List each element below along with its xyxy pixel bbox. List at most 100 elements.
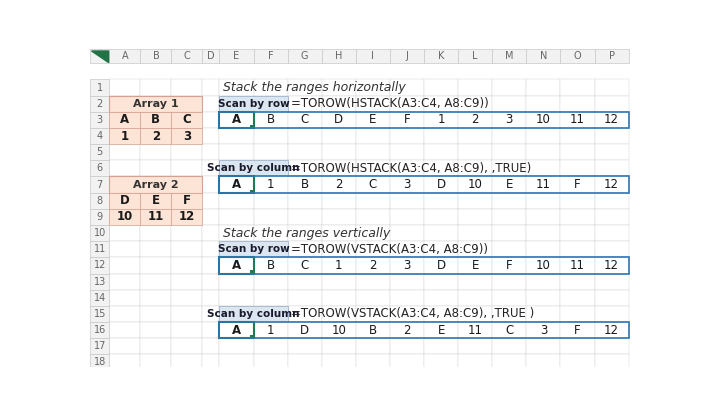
- Bar: [526, 160, 560, 176]
- Bar: [109, 209, 140, 225]
- Bar: [356, 209, 390, 225]
- Bar: [390, 193, 424, 209]
- Bar: [356, 225, 390, 241]
- Bar: [322, 225, 356, 241]
- Bar: [560, 258, 595, 274]
- Bar: [424, 160, 458, 176]
- Bar: [492, 176, 526, 193]
- Text: 2: 2: [403, 323, 410, 337]
- Bar: [356, 96, 390, 112]
- Bar: [322, 144, 356, 160]
- Bar: [322, 322, 356, 338]
- Bar: [560, 274, 595, 290]
- Bar: [390, 80, 424, 96]
- Text: 1: 1: [267, 323, 274, 337]
- Text: E: E: [505, 178, 513, 191]
- Bar: [220, 128, 253, 144]
- Bar: [253, 209, 287, 225]
- Bar: [90, 193, 109, 209]
- Bar: [90, 96, 109, 112]
- Text: 3: 3: [540, 323, 547, 337]
- Bar: [171, 225, 202, 241]
- Text: 10: 10: [536, 259, 551, 272]
- Bar: [560, 112, 595, 128]
- Text: 11: 11: [94, 244, 106, 254]
- Bar: [253, 144, 287, 160]
- Bar: [424, 322, 458, 338]
- Text: E: E: [472, 259, 479, 272]
- Bar: [560, 144, 595, 160]
- Bar: [109, 176, 202, 193]
- Bar: [140, 290, 171, 306]
- Bar: [356, 176, 390, 193]
- Bar: [322, 354, 356, 370]
- Text: 18: 18: [94, 358, 106, 368]
- Text: 3: 3: [183, 129, 191, 143]
- Bar: [492, 209, 526, 225]
- Bar: [458, 128, 492, 144]
- Text: H: H: [335, 52, 343, 61]
- Bar: [458, 80, 492, 96]
- Bar: [220, 274, 253, 290]
- Bar: [220, 306, 287, 322]
- Bar: [220, 160, 287, 176]
- Text: 12: 12: [604, 178, 619, 191]
- Bar: [287, 225, 322, 241]
- Bar: [526, 274, 560, 290]
- Bar: [220, 338, 253, 354]
- Bar: [220, 258, 629, 274]
- Text: O: O: [574, 52, 581, 61]
- Text: E: E: [437, 323, 445, 337]
- Text: C: C: [505, 323, 513, 337]
- Bar: [140, 193, 171, 209]
- Bar: [220, 112, 629, 128]
- Bar: [202, 241, 220, 258]
- Text: 10: 10: [117, 211, 133, 223]
- Text: C: C: [300, 259, 309, 272]
- Text: Scan by column: Scan by column: [207, 164, 300, 173]
- Bar: [202, 144, 220, 160]
- Bar: [492, 354, 526, 370]
- Bar: [202, 354, 220, 370]
- Bar: [109, 338, 140, 354]
- Bar: [560, 160, 595, 176]
- Bar: [560, 80, 595, 96]
- Bar: [220, 176, 253, 193]
- Bar: [356, 241, 390, 258]
- Bar: [171, 274, 202, 290]
- Bar: [458, 258, 492, 274]
- Bar: [322, 112, 356, 128]
- Text: A: A: [122, 52, 128, 61]
- Bar: [595, 160, 629, 176]
- Bar: [287, 176, 322, 193]
- Bar: [253, 290, 287, 306]
- Bar: [253, 241, 287, 258]
- Bar: [526, 225, 560, 241]
- Bar: [356, 290, 390, 306]
- Bar: [287, 160, 322, 176]
- Bar: [220, 96, 253, 112]
- Bar: [171, 176, 202, 193]
- Text: 16: 16: [94, 325, 106, 335]
- Text: 10: 10: [94, 228, 106, 238]
- Bar: [595, 241, 629, 258]
- Bar: [424, 176, 458, 193]
- Bar: [202, 274, 220, 290]
- Bar: [424, 193, 458, 209]
- Bar: [220, 49, 253, 63]
- Bar: [424, 322, 458, 338]
- Text: 3: 3: [505, 113, 513, 126]
- Bar: [253, 80, 287, 96]
- Bar: [171, 160, 202, 176]
- Text: 4: 4: [96, 131, 103, 141]
- Text: 2: 2: [152, 129, 160, 143]
- Bar: [595, 80, 629, 96]
- Bar: [424, 290, 458, 306]
- Bar: [202, 258, 220, 274]
- Bar: [526, 354, 560, 370]
- Bar: [356, 354, 390, 370]
- Text: 15: 15: [94, 309, 106, 319]
- Bar: [492, 258, 526, 274]
- Text: D: D: [120, 194, 130, 207]
- Bar: [90, 322, 109, 338]
